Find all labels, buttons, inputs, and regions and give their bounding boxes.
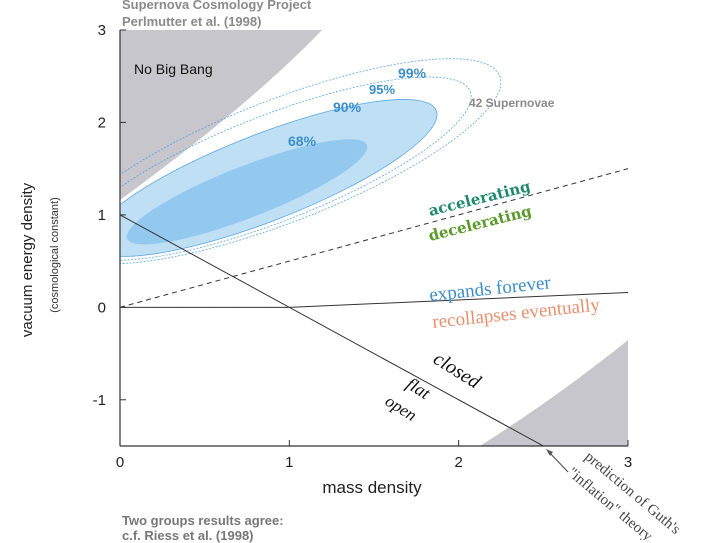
no-big-bang-region — [120, 30, 322, 200]
confidence-region-99 — [120, 58, 502, 265]
supernovae-label: 42 Supernovae — [469, 96, 555, 110]
lower-right-shade — [480, 340, 628, 446]
flat-label: flat — [403, 373, 435, 403]
y-tick-label: 0 — [98, 299, 106, 316]
confidence-region-68 — [126, 139, 368, 245]
y-tick-label: 3 — [98, 22, 106, 39]
header-title: Supernova Cosmology Project — [122, 0, 312, 12]
header-citation: Perlmutter et al. (1998) — [122, 14, 262, 29]
x-tick-label: 0 — [116, 454, 124, 471]
inflation-arrow-head — [546, 449, 553, 456]
y-tick-label: 1 — [98, 207, 106, 224]
closed-label: closed — [429, 348, 485, 394]
x-tick-label: 1 — [285, 454, 293, 471]
x-axis-label: mass density — [322, 478, 422, 497]
model-line-0 — [120, 168, 628, 308]
footer-line-1: Two groups results agree: — [122, 513, 284, 528]
y-axis-label: vacuum energy density — [19, 182, 36, 337]
label-95: 95% — [369, 82, 395, 97]
inflation-arrow — [548, 451, 569, 473]
no-big-bang-label: No Big Bang — [134, 61, 213, 77]
axis-ticks: 0 1 2 3 3 2 1 0 -1 — [93, 22, 633, 471]
x-tick-label: 2 — [454, 454, 462, 471]
y-tick-label: -1 — [93, 392, 106, 409]
label-90: 90% — [333, 99, 362, 115]
label-99: 99% — [398, 65, 427, 81]
y-axis-sublabel: (cosmological constant) — [49, 197, 61, 313]
y-tick-label: 2 — [98, 114, 106, 131]
label-68: 68% — [288, 133, 317, 149]
confidence-region-95 — [120, 76, 472, 261]
model-line-1 — [120, 214, 545, 446]
x-tick-label: 3 — [624, 454, 632, 471]
footer-line-2: c.f. Riess et al. (1998) — [122, 528, 254, 543]
model-lines — [120, 168, 628, 446]
confidence-regions — [120, 58, 502, 265]
